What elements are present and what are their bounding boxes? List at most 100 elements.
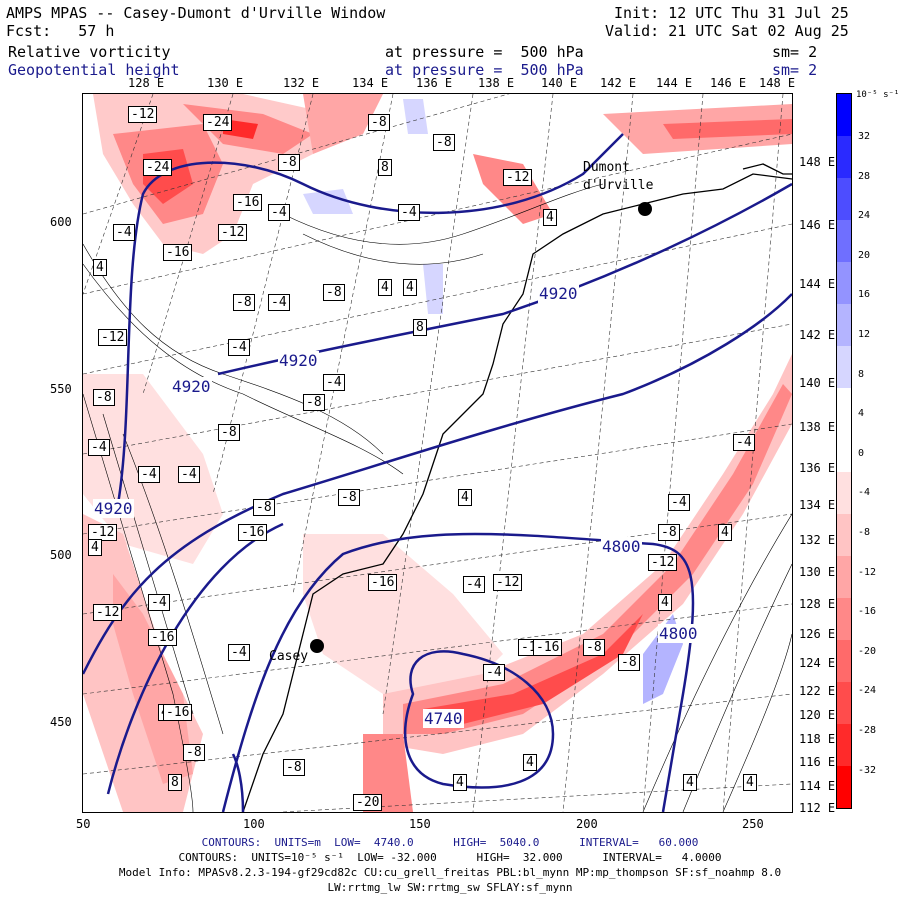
colorbar-segment [837,262,851,304]
vorticity-contour-label: 4 [543,209,557,226]
plot-title: AMPS MPAS -- Casey-Dumont d'Urville Wind… [6,4,386,22]
vorticity-contour-label: -8 [338,489,360,506]
vorticity-contour-label: -4 [178,466,200,483]
bottom-grid-label: 50 [76,817,91,831]
right-lon-label: 138 E [799,420,836,434]
vorticity-contour-label: 4 [523,754,537,771]
vorticity-contour-label: -8 [303,394,325,411]
right-lon-label: 134 E [799,498,836,512]
vorticity-contour-label: -8 [323,284,345,301]
height-contours [83,133,792,812]
vorticity-contour-label: -16 [163,244,193,261]
height-contour-label: 4740 [423,709,464,728]
dumont-station-label: Dumont d'Urville [583,160,654,193]
vorticity-contour-label: 4 [403,279,417,296]
colorbar-segment [837,556,851,598]
colorbar-segment [837,388,851,430]
top-lon-label: 148 E [759,76,796,90]
top-lon-label: 128 E [128,76,165,90]
vorticity-contour-label: 8 [413,319,427,336]
bottom-grid-label: 200 [576,817,598,831]
colorbar-tick-label: -28 [858,725,877,736]
top-lon-label: 130 E [207,76,244,90]
bottom-grid-label: 150 [409,817,431,831]
height-contour-label: 4800 [658,624,699,643]
colorbar-tick-label: -32 [858,764,877,776]
right-lon-label: 128 E [799,597,836,611]
vorticity-contour-label: -12 [218,224,248,241]
vorticity-contour-label: -24 [203,114,233,131]
height-contour-label: 4920 [278,351,319,370]
top-lon-label: 142 E [600,76,637,90]
right-lon-label: 130 E [799,565,836,579]
vorticity-contour-label: -16 [233,194,263,211]
right-lon-label: 116 E [799,755,836,769]
footer-physics-info: LW:rrtmg_lw SW:rrtmg_sw SFLAY:sf_mynn [327,881,573,894]
colorbar-segment [837,682,851,724]
casey-station-label: Casey [269,649,309,664]
top-lon-label: 146 E [710,76,747,90]
right-lon-label: 140 E [799,376,836,390]
bottom-grid-label: 250 [742,817,764,831]
vorticity-contour-label: 4 [88,539,102,556]
bottom-grid-label: 100 [243,817,265,831]
vorticity-contour-label: -4 [463,576,485,593]
dumont-durville-station-marker[interactable] [638,202,652,216]
height-contour-label: 4920 [171,377,212,396]
vorticity-contour-label: -16 [368,574,398,591]
vorticity-contour-label: -4 [228,644,250,661]
vorticity-contour-label: 4 [743,774,757,791]
vorticity-contour-label: -4 [398,204,420,221]
vorticity-contour-label: -12 [98,329,128,346]
colorbar-unit: 10⁻⁵ s⁻¹ [856,90,900,100]
vorticity-contour-label: -12 [493,574,523,591]
vorticity-contour-label: -24 [143,159,173,176]
right-lon-label: 122 E [799,684,836,698]
top-lon-label: 140 E [541,76,578,90]
vorticity-contour-label: -12 [93,604,123,621]
vorticity-contour-label: -8 [233,294,255,311]
footer-model-info: Model Info: MPASv8.2.3-194-gf29cd82c CU:… [118,866,782,879]
casey-station-marker[interactable] [310,639,324,653]
colorbar-segment [837,472,851,514]
vorticity-contour-label: -4 [483,664,505,681]
left-grid-label: 500 [50,548,72,562]
vorticity-contour-label: -8 [183,744,205,761]
vorticity-contour-label: -4 [138,466,160,483]
colorbar-segment [837,220,851,262]
right-lon-label: 132 E [799,533,836,547]
vorticity-contour-label: -8 [283,759,305,776]
vorticity-contour-label: -8 [433,134,455,151]
colorbar-segment [837,178,851,220]
vorticity-shading [83,94,792,812]
height-contour-label: 4800 [601,537,642,556]
vorticity-contour-label: 4 [458,489,472,506]
vorticity-contour-label: -8 [253,499,275,516]
vorticity-contour-label: 4 [718,524,732,541]
colorbar-tick-label: -20 [858,645,877,657]
vorticity-contour-label: -4 [228,339,250,356]
colorbar-segment [837,640,851,682]
map-panel[interactable]: -12 -24 -8 -8 -8 8 -12 -24 -16 -4 -4 -12 -4 -16 4 -8 -4-… [82,93,793,813]
field1-name: Relative vorticity [8,43,171,61]
vorticity-contour-label: 4 [658,594,672,611]
colorbar-tick-label: 8 [858,368,865,380]
colorbar-tick-label: 4 [858,408,865,420]
vorticity-contour-label: -16 [148,629,178,646]
right-lon-label: 112 E [799,801,836,815]
right-lon-label: 148 E [799,155,836,169]
vorticity-contour-label: 8 [378,159,392,176]
colorbar-segment [837,346,851,388]
vorticity-contour-label: -8 [368,114,390,131]
vorticity-contour-label: -4 [323,374,345,391]
vorticity-contour-label: -8 [218,424,240,441]
top-lon-label: 144 E [656,76,693,90]
vorticity-contour-label: -16 [238,524,268,541]
vorticity-contour-label: 4 [683,774,697,791]
colorbar-segment [837,598,851,640]
colorbar-segment [837,724,851,766]
vorticity-contour-label: -8 [278,154,300,171]
height-contour-label: 4920 [93,499,134,518]
vorticity-contour-label: -16 [163,704,193,721]
right-lon-label: 124 E [799,656,836,670]
